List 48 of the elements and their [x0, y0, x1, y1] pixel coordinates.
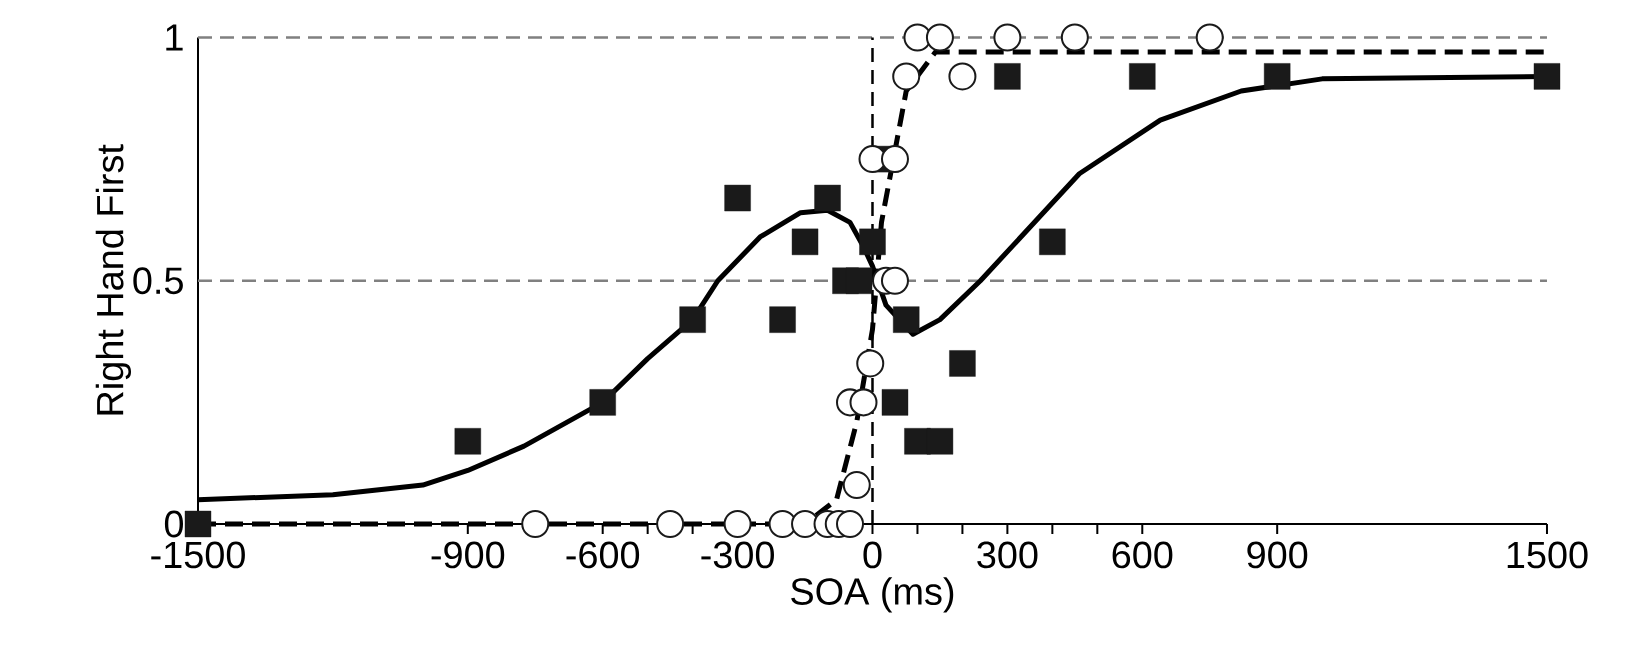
point — [521, 510, 550, 538]
x-tick-label: -300 — [701, 541, 774, 569]
x-tick-label: -900 — [431, 541, 505, 569]
point — [859, 228, 886, 256]
point — [768, 510, 797, 538]
point — [791, 228, 819, 256]
y-tick-label: 1 — [166, 24, 183, 51]
y-axis-title: Right Hand First — [95, 144, 132, 415]
point — [842, 471, 871, 500]
point — [881, 389, 909, 416]
point — [1060, 23, 1089, 52]
x-tick-label: 300 — [977, 541, 1038, 569]
point — [679, 306, 706, 333]
point — [656, 510, 685, 538]
y-tick-label: 0.5 — [133, 267, 183, 295]
point — [849, 388, 878, 417]
point — [1195, 23, 1224, 52]
x-tick-label: -600 — [566, 541, 640, 569]
point — [892, 62, 921, 91]
x-tick-label: -1500 — [151, 541, 245, 569]
point — [1129, 63, 1156, 90]
point — [1263, 63, 1291, 90]
point — [454, 428, 481, 455]
point — [769, 306, 796, 333]
point — [994, 63, 1021, 90]
point — [856, 349, 885, 378]
point — [184, 510, 212, 538]
point — [836, 510, 865, 538]
point — [589, 389, 616, 416]
x-tick-label: 1500 — [1507, 541, 1588, 569]
x-tick-label: 900 — [1247, 541, 1308, 569]
point — [949, 350, 976, 377]
point — [1039, 228, 1066, 256]
x-tick-label: 600 — [1112, 541, 1173, 569]
point — [845, 267, 873, 294]
point — [880, 266, 909, 295]
point — [926, 428, 954, 455]
point — [1533, 63, 1561, 90]
y-tick-label: 0 — [164, 510, 183, 538]
point — [948, 62, 977, 91]
point — [814, 184, 841, 212]
point — [724, 184, 751, 212]
x-axis-title: SOA (ms) — [791, 577, 954, 613]
point — [893, 306, 920, 333]
point — [993, 23, 1022, 52]
point — [723, 510, 752, 538]
point — [925, 23, 954, 52]
x-tick-label: 0 — [863, 541, 882, 569]
